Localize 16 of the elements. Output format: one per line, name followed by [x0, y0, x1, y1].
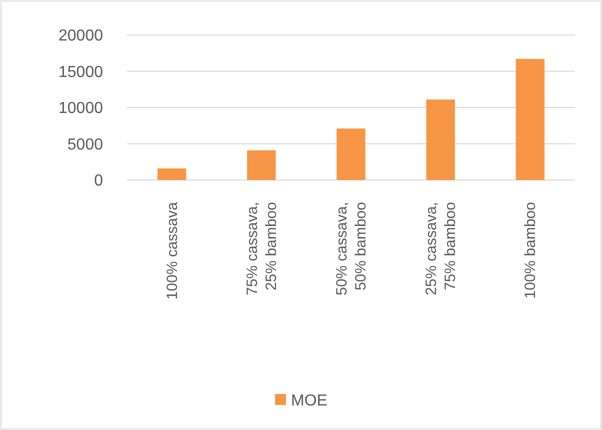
x-tick-label: 100% bamboo	[522, 202, 540, 299]
bar	[157, 168, 186, 180]
bar	[516, 58, 545, 180]
bar	[426, 100, 455, 180]
bar	[247, 150, 276, 180]
legend-label: MOE	[291, 392, 328, 410]
x-tick-label: 100% cassava	[164, 201, 181, 300]
y-tick-label: 15000	[58, 64, 104, 81]
y-tick-label: 0	[94, 172, 104, 190]
y-tick-label: 10000	[58, 100, 104, 118]
x-tick-label: 75% cassava, 25% bamboo	[244, 202, 280, 296]
x-tick-label: 50% cassava, 50% bamboo	[334, 202, 370, 296]
y-tick-label: 5000	[67, 136, 104, 154]
y-tick-label: 20000	[58, 28, 104, 45]
x-tick-label: 25% cassava, 75% bamboo	[423, 202, 460, 296]
bar	[336, 128, 366, 180]
